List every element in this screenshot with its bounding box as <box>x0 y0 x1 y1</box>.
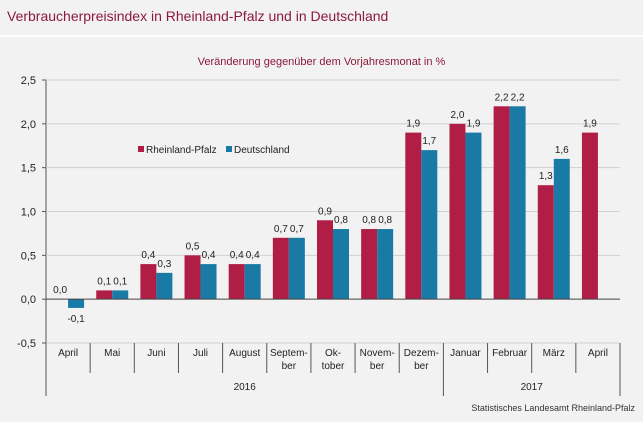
data-label: 2,0 <box>451 110 465 121</box>
data-label: 1,3 <box>539 171 553 182</box>
bar-deutschland <box>553 158 570 300</box>
x-category-label: ber <box>282 361 297 372</box>
bar-deutschland <box>333 229 349 300</box>
bar-deutschland <box>421 150 438 300</box>
chart-subtitle: Veränderung gegenüber dem Vorjahresmonat… <box>197 56 446 68</box>
data-label: 1,9 <box>583 119 597 130</box>
data-label: 0,4 <box>246 250 260 261</box>
y-tick-label: -0,5 <box>17 338 36 350</box>
bar-rheinland-pfalz <box>361 229 378 300</box>
source-note: Statistisches Landesamt Rheinland-Pfalz <box>471 403 635 413</box>
year-label: 2017 <box>521 382 544 393</box>
bar-rheinland-pfalz <box>228 264 245 300</box>
bar-rheinland-pfalz <box>493 106 510 300</box>
y-tick-label: 2,0 <box>21 119 36 131</box>
x-category-label: August <box>229 348 260 359</box>
bar-rheinland-pfalz <box>449 123 466 300</box>
data-label: 1,6 <box>555 145 569 156</box>
bar-deutschland <box>465 132 482 300</box>
x-category-label: tober <box>322 361 345 372</box>
x-category-label: Februar <box>492 348 528 359</box>
legend-swatch <box>138 146 144 152</box>
data-label: 0,5 <box>186 241 200 252</box>
data-label: 0,8 <box>362 215 376 226</box>
bar-rheinland-pfalz <box>140 264 157 300</box>
y-tick-label: 0,5 <box>21 250 36 262</box>
bar-rheinland-pfalz <box>537 185 554 300</box>
data-label: 0,4 <box>141 250 155 261</box>
bar-deutschland <box>509 106 526 300</box>
data-label: 0,4 <box>202 250 216 261</box>
bar-deutschland <box>156 272 173 300</box>
bar-rheinland-pfalz <box>317 220 333 300</box>
data-label: 0,8 <box>334 215 348 226</box>
bar-deutschland <box>244 264 261 300</box>
chart-title: Verbraucherpreisindex in Rheinland-Pfalz… <box>7 8 389 24</box>
data-label: 0,8 <box>378 215 392 226</box>
x-category-label: ber <box>414 361 429 372</box>
x-category-label: Juni <box>147 348 165 359</box>
bar-deutschland <box>288 237 305 300</box>
x-category-label: Mai <box>104 348 120 359</box>
data-label: 0,1 <box>113 276 127 287</box>
x-category-label: Januar <box>450 348 481 359</box>
data-label: 2,2 <box>511 92 525 103</box>
x-category-label: Septem- <box>270 348 308 359</box>
legend-swatch <box>226 146 232 152</box>
data-label: 0,7 <box>290 224 304 235</box>
data-label: -0,1 <box>67 314 85 325</box>
legend-label: Deutschland <box>234 145 290 156</box>
data-label: 1,9 <box>406 119 420 130</box>
x-category-label: ber <box>370 361 385 372</box>
x-category-label: Dezem- <box>404 348 439 359</box>
y-tick-label: 0,0 <box>21 294 36 306</box>
legend-label: Rheinland-Pfalz <box>146 145 217 156</box>
data-label: 0,7 <box>274 224 288 235</box>
x-category-label: März <box>543 348 565 359</box>
y-tick-label: 1,5 <box>21 163 36 175</box>
data-label: 0,3 <box>157 259 171 270</box>
bar-deutschland <box>377 229 394 300</box>
y-tick-label: 2,5 <box>21 75 36 87</box>
x-category-label: April <box>58 348 78 359</box>
bar-rheinland-pfalz <box>96 290 113 300</box>
bar-deutschland <box>112 290 129 300</box>
x-category-label: Ok- <box>325 348 341 359</box>
x-category-label: Novem- <box>360 348 395 359</box>
bar-deutschland <box>200 264 217 300</box>
bar-rheinland-pfalz <box>581 132 598 300</box>
x-category-label: April <box>588 348 608 359</box>
title-divider <box>0 35 643 37</box>
data-label: 0,1 <box>97 276 111 287</box>
x-category-label: Juli <box>193 348 208 359</box>
data-label: 1,7 <box>422 136 436 147</box>
y-tick-label: 1,0 <box>21 207 36 219</box>
data-label: 2,2 <box>495 92 509 103</box>
data-label: 0,9 <box>318 206 332 217</box>
bar-deutschland <box>68 299 85 308</box>
bar-rheinland-pfalz <box>184 255 201 300</box>
bar-rheinland-pfalz <box>405 132 422 300</box>
year-label: 2016 <box>234 382 257 393</box>
bar-rheinland-pfalz <box>272 237 289 300</box>
data-label: 1,9 <box>467 119 481 130</box>
data-label: 0,0 <box>53 285 67 296</box>
data-label: 0,4 <box>230 250 244 261</box>
